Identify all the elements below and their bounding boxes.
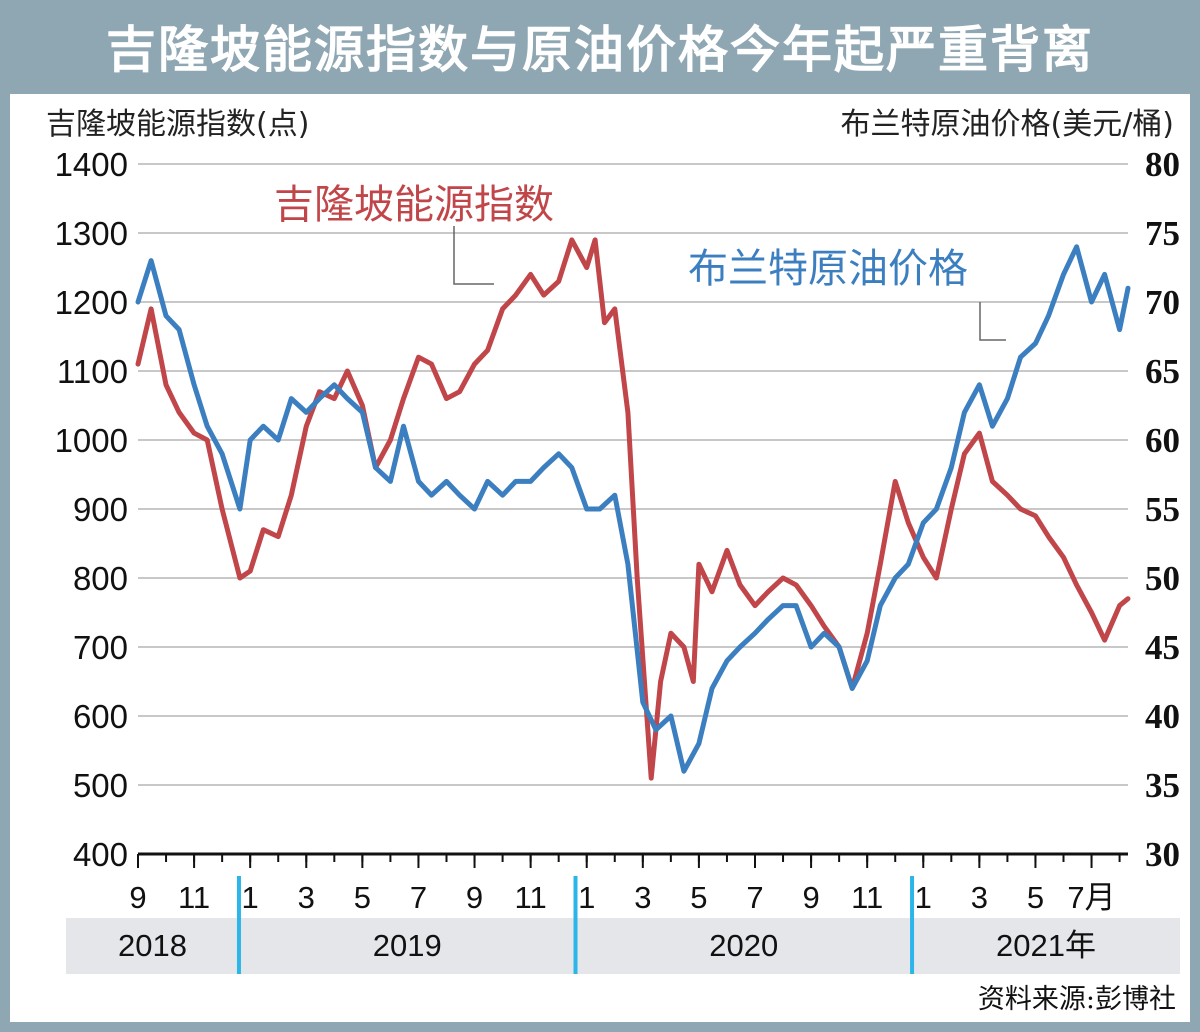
left-tick-label: 900: [73, 491, 128, 528]
x-axis: 9 11 1 3 5 7 9 11 1 3 5 7 9 11 1 3 5 7月: [129, 852, 1128, 915]
brent-leader-line: [979, 302, 1006, 341]
energy-index-line: [135, 237, 1131, 781]
right-tick-label: 60: [1145, 421, 1180, 460]
x-tick-label: 1: [915, 880, 932, 915]
right-tick-label: 35: [1145, 766, 1180, 805]
right-axis-title: 布兰特原油价格(美元/桶): [840, 107, 1174, 142]
left-tick-label: 600: [73, 698, 128, 735]
chart-panel: 吉隆坡能源指数(点) 布兰特原油价格(美元/桶) 1400 1300 1200 110…: [10, 94, 1190, 1022]
year-band: [66, 918, 1180, 974]
x-tick-label: 5: [1027, 880, 1044, 915]
x-tick-label: 7: [410, 880, 427, 915]
left-tick-label: 800: [73, 560, 128, 597]
left-tick-label: 1300: [55, 215, 128, 252]
x-tick-label: 5: [354, 880, 371, 915]
x-tick-label: 3: [634, 880, 651, 915]
right-tick-label: 80: [1145, 145, 1180, 184]
x-tick-label: 5: [690, 880, 707, 915]
year-label: 2020: [709, 928, 778, 963]
right-tick-label: 65: [1145, 352, 1180, 391]
x-tick-label: 1: [578, 880, 595, 915]
left-tick-label: 1400: [55, 146, 128, 183]
left-tick-label: 700: [73, 629, 128, 666]
chart-title: 吉隆坡能源指数与原油价格今年起严重背离: [106, 21, 1094, 79]
left-tick-label: 400: [73, 836, 128, 873]
brent-label-group: 布兰特原油价格: [688, 246, 1006, 341]
x-tick-label: 3: [971, 880, 988, 915]
right-axis-ticks: 80 75 70 65 60 55 50 45 40 35 30: [1145, 145, 1180, 874]
x-tick-label: 11: [515, 880, 547, 915]
year-labels: 2018 2019 2020 2021年: [118, 876, 1096, 974]
right-tick-label: 40: [1145, 697, 1180, 736]
left-axis-title: 吉隆坡能源指数(点): [46, 107, 309, 142]
right-tick-label: 70: [1145, 283, 1180, 322]
right-tick-label: 50: [1145, 559, 1180, 598]
energy-index-leader-line: [453, 226, 494, 285]
year-label: 2021年: [996, 928, 1096, 963]
left-tick-label: 500: [73, 767, 128, 804]
x-tick-label: 11: [178, 880, 210, 915]
x-tick-label: 7: [746, 880, 763, 915]
left-tick-label: 1100: [57, 353, 128, 390]
right-tick-label: 45: [1145, 628, 1180, 667]
left-tick-label: 1200: [55, 284, 128, 321]
energy-index-series-label: 吉隆坡能源指数: [274, 182, 554, 228]
year-label: 2018: [118, 928, 187, 963]
right-tick-label: 75: [1145, 214, 1180, 253]
brent-price-line: [135, 244, 1131, 774]
x-tick-label: 1: [242, 880, 259, 915]
source-note: 资料来源:彭博社: [978, 984, 1176, 1015]
right-tick-label: 55: [1145, 490, 1180, 529]
x-tick-label: 9: [129, 880, 146, 915]
left-axis-ticks: 1400 1300 1200 1100 1000 900 800 700 600 500 400: [55, 146, 128, 873]
year-label: 2019: [373, 928, 442, 963]
x-tick-label: 9: [802, 880, 819, 915]
x-tick-label: 9: [466, 880, 483, 915]
x-tick-label: 11: [851, 880, 883, 915]
x-tick-label: 7月: [1067, 880, 1115, 915]
x-tick-label: 3: [298, 880, 315, 915]
left-tick-label: 1000: [55, 422, 128, 459]
energy-index-label-group: 吉隆坡能源指数: [274, 182, 554, 285]
brent-series-label: 布兰特原油价格: [688, 246, 968, 292]
line-chart: 吉隆坡能源指数(点) 布兰特原油价格(美元/桶) 140013001200110…: [46, 107, 1180, 1015]
right-tick-label: 30: [1145, 835, 1180, 874]
series-lines: [135, 237, 1131, 781]
